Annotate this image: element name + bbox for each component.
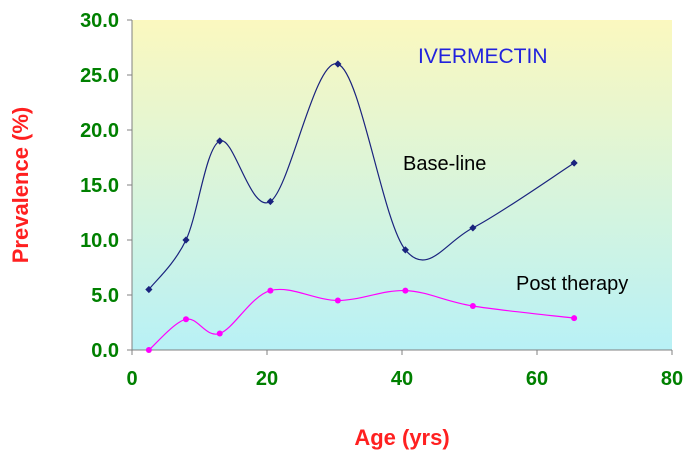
series-line-base-line — [148, 63, 575, 290]
data-point-base-line — [216, 137, 224, 145]
chart-title: IVERMECTIN — [418, 45, 548, 68]
data-point-post-therapy — [334, 297, 341, 304]
series-label-base-line: Base-line — [403, 153, 486, 175]
data-point-base-line — [334, 60, 342, 68]
data-point-post-therapy — [267, 287, 274, 294]
y-tick-label: 25.0 — [80, 65, 119, 87]
data-point-base-line — [182, 236, 190, 244]
data-point-post-therapy — [183, 316, 189, 323]
y-axis: 0.0 5.0 10.0 15.0 20.0 25.0 30.0 — [80, 10, 133, 362]
x-tick-label: 20 — [256, 368, 278, 390]
x-axis: 0 20 40 60 80 — [126, 349, 683, 390]
plot-area — [132, 20, 672, 350]
data-point-post-therapy — [145, 347, 152, 353]
y-tick-label: 15.0 — [80, 175, 119, 197]
series-label-post-therapy: Post therapy — [516, 273, 628, 295]
x-tick-label: 0 — [126, 368, 137, 390]
data-point-base-line — [469, 224, 477, 232]
data-point-post-therapy — [402, 287, 409, 294]
data-point-base-line — [401, 246, 409, 254]
data-point-post-therapy — [216, 330, 223, 337]
data-point-post-therapy — [469, 303, 476, 309]
data-point-base-line — [570, 159, 578, 167]
y-tick-label: 30.0 — [80, 10, 119, 32]
x-tick-label: 80 — [661, 368, 683, 390]
data-point-base-line — [266, 197, 274, 206]
data-point-base-line — [145, 285, 153, 294]
y-axis-title: Prevalence (%) — [8, 107, 33, 264]
y-tick-label: 20.0 — [80, 120, 119, 142]
y-tick-label: 5.0 — [91, 285, 119, 307]
x-axis-title: Age (yrs) — [354, 425, 449, 450]
x-tick-label: 60 — [526, 368, 548, 390]
x-tick-label: 40 — [391, 368, 413, 390]
series-layer — [145, 60, 578, 353]
y-tick-label: 0.0 — [91, 340, 119, 362]
data-point-post-therapy — [571, 315, 578, 322]
y-tick-label: 10.0 — [80, 230, 119, 252]
